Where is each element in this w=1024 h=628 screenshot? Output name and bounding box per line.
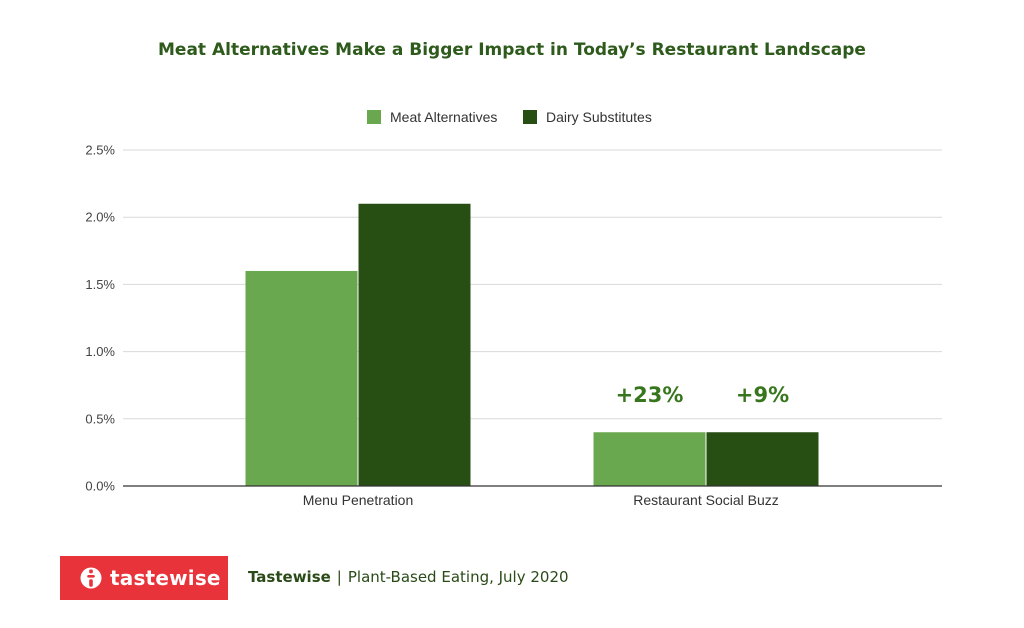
- annotations: +23% +9%: [616, 383, 790, 407]
- x-category-label: Menu Penetration: [303, 492, 414, 508]
- legend-swatch: [367, 110, 381, 124]
- footer: tastewise Tastewise | Plant-Based Eating, …: [60, 556, 580, 600]
- bar: [245, 270, 358, 486]
- source-text: Plant-Based Eating, July 2020: [347, 568, 569, 586]
- bar: [358, 203, 471, 486]
- bar: [593, 432, 706, 486]
- tastewise-logo: tastewise: [60, 556, 228, 600]
- y-tick-label: 2.0%: [85, 210, 115, 225]
- legend-label: Dairy Substitutes: [546, 109, 652, 125]
- source-brand: Tastewise: [248, 568, 331, 586]
- x-category-label: Restaurant Social Buzz: [633, 492, 779, 508]
- y-tick-label: 1.0%: [85, 344, 115, 359]
- y-tick-label: 0.5%: [85, 411, 115, 426]
- legend-swatch: [523, 110, 537, 124]
- bars: [245, 203, 819, 486]
- bar-annotation: +9%: [736, 383, 789, 407]
- bar-annotation: +23%: [616, 383, 684, 407]
- chart-title: Meat Alternatives Make a Bigger Impact i…: [158, 40, 866, 60]
- y-tick-label: 0.0%: [85, 479, 115, 494]
- chart: Meat Alternatives Make a Bigger Impact i…: [85, 40, 942, 508]
- y-tick-label: 1.5%: [85, 277, 115, 292]
- tastewise-logo-icon: [80, 567, 102, 589]
- source-citation: Tastewise | Plant-Based Eating, July 2020: [248, 568, 569, 586]
- category-labels: Menu Penetration Restaurant Social Buzz: [303, 492, 779, 508]
- logo-text: tastewise: [110, 566, 221, 590]
- bar: [706, 432, 819, 486]
- legend-label: Meat Alternatives: [390, 109, 497, 125]
- legend: Meat Alternatives Dairy Substitutes: [367, 109, 652, 125]
- source-separator: |: [336, 568, 342, 586]
- y-tick-label: 2.5%: [85, 143, 115, 158]
